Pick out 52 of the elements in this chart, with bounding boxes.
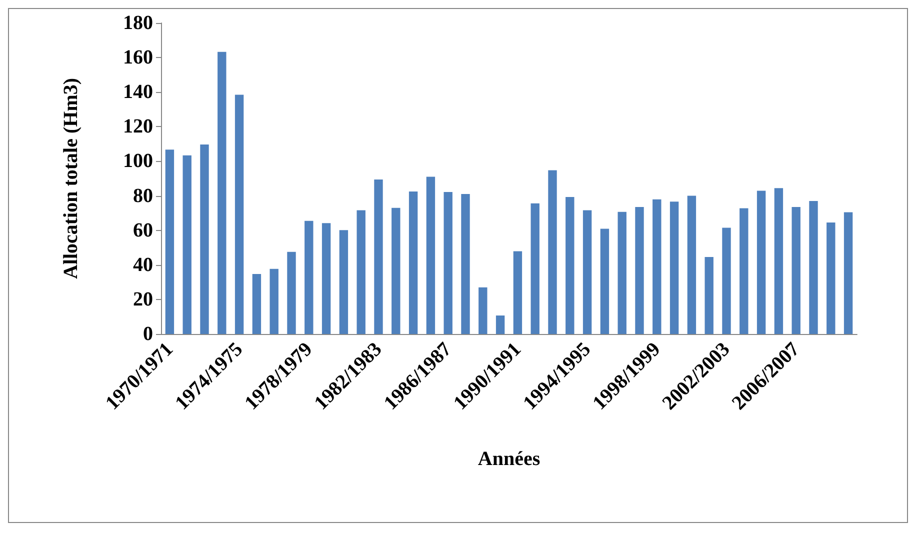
bar xyxy=(304,220,314,334)
y-tick-label: 20 xyxy=(133,288,153,310)
bar xyxy=(322,223,331,334)
bar xyxy=(234,94,244,334)
y-tick-label: 180 xyxy=(123,12,153,34)
bar xyxy=(461,194,470,334)
bar xyxy=(444,192,452,334)
bar xyxy=(478,287,488,334)
bar xyxy=(635,207,644,334)
bar xyxy=(270,268,278,334)
y-tick-label: 60 xyxy=(133,219,153,242)
bar xyxy=(287,252,296,334)
bar xyxy=(774,188,784,334)
bar xyxy=(426,176,436,334)
bar xyxy=(826,222,836,334)
bar xyxy=(844,212,853,334)
bar xyxy=(809,200,818,334)
bar xyxy=(200,144,209,334)
bar xyxy=(548,170,557,334)
bar xyxy=(652,199,662,334)
y-tick-label: 160 xyxy=(123,46,153,69)
bar xyxy=(792,207,800,334)
y-axis-title: Allocation totale (Hm3) xyxy=(60,78,82,280)
bar xyxy=(582,210,592,334)
y-tick-label: 140 xyxy=(123,81,153,104)
bar xyxy=(218,52,226,334)
bar xyxy=(600,228,610,334)
bar xyxy=(182,155,192,334)
bar xyxy=(566,196,574,334)
y-tick-label: 100 xyxy=(123,150,153,172)
bar xyxy=(687,196,696,334)
y-tick-label: 120 xyxy=(123,116,153,138)
y-tick-label: 80 xyxy=(133,184,153,207)
bar xyxy=(374,180,383,334)
x-axis-title: Années xyxy=(478,448,540,470)
bar xyxy=(756,190,766,334)
bar xyxy=(740,208,748,334)
bar xyxy=(704,256,714,334)
bar xyxy=(618,212,626,334)
bar xyxy=(252,274,262,334)
bar xyxy=(339,230,348,334)
y-tick-label: 0 xyxy=(143,323,153,345)
bar xyxy=(530,203,540,334)
bar xyxy=(408,191,418,334)
bar xyxy=(670,202,679,334)
bar xyxy=(722,228,731,334)
bar xyxy=(356,210,366,334)
bar xyxy=(165,150,174,334)
bar xyxy=(513,251,522,334)
bar xyxy=(392,208,400,334)
bar xyxy=(496,316,505,334)
y-tick-label: 40 xyxy=(133,254,153,276)
